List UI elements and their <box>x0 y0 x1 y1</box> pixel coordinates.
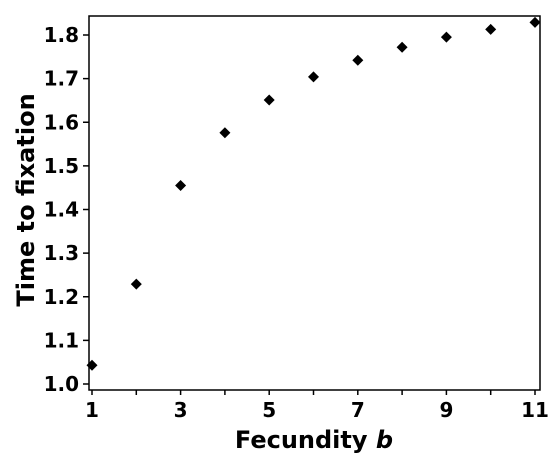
data-point <box>175 180 186 191</box>
x-axis-ticks: 1 3 5 7 9 11 <box>85 390 549 422</box>
x-tick-label: 1 <box>85 398 99 422</box>
x-axis-title-text: Fecundity <box>235 426 368 454</box>
x-tick-label: 5 <box>262 398 276 422</box>
data-point <box>219 127 230 138</box>
data-point <box>131 279 142 290</box>
data-point <box>441 32 452 43</box>
data-point <box>87 360 98 371</box>
y-axis-title: Time to fixation <box>12 93 40 306</box>
y-tick-label: 1.7 <box>44 67 79 91</box>
y-tick-label: 1.3 <box>44 241 79 265</box>
data-points <box>87 17 541 371</box>
x-axis-title: Fecundity b <box>235 426 393 454</box>
x-axis-title-symbol: b <box>376 426 393 454</box>
data-point <box>397 42 408 53</box>
data-point <box>485 24 496 35</box>
data-point <box>308 71 319 82</box>
x-tick-label: 9 <box>439 398 453 422</box>
x-tick-label: 11 <box>521 398 549 422</box>
data-point <box>352 55 363 66</box>
y-axis-ticks: 1.0 1.1 1.2 1.3 1.4 1.5 1.6 1.7 1.8 <box>44 23 89 396</box>
plot-frame <box>89 16 540 390</box>
y-tick-label: 1.2 <box>44 285 79 309</box>
data-point <box>264 95 275 106</box>
y-tick-label: 1.5 <box>44 154 79 178</box>
x-tick-label: 3 <box>174 398 188 422</box>
y-tick-label: 1.6 <box>44 110 79 134</box>
y-tick-label: 1.8 <box>44 23 79 47</box>
y-tick-label: 1.4 <box>44 198 79 222</box>
x-tick-label: 7 <box>351 398 365 422</box>
data-point <box>530 17 541 28</box>
y-tick-label: 1.0 <box>44 372 79 396</box>
y-tick-label: 1.1 <box>44 328 79 352</box>
